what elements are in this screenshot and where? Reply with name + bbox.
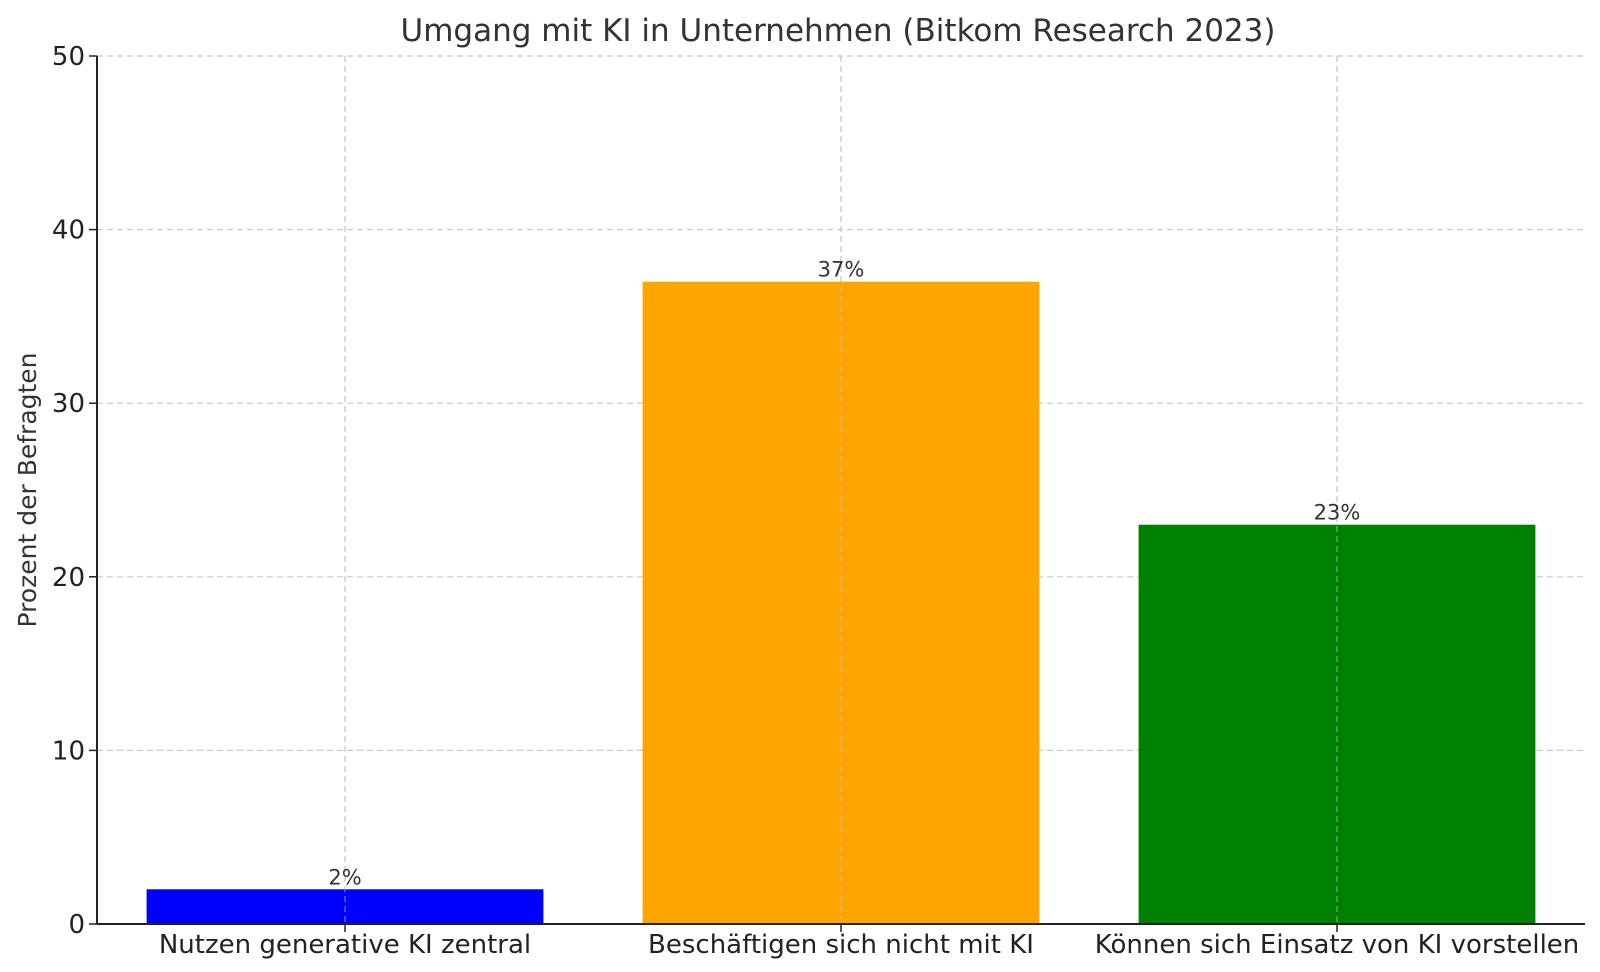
chart-title: Umgang mit KI in Unternehmen (Bitkom Res… <box>401 13 1276 49</box>
bar-data-label: 2% <box>328 865 361 889</box>
x-tick-label: Können sich Einsatz von KI vorstellen <box>1095 930 1580 960</box>
y-tick-label: 30 <box>52 389 85 419</box>
y-tick-label: 10 <box>52 736 85 766</box>
data-labels: 2% 37% 23% <box>328 258 1360 890</box>
axes: 0 10 20 30 40 50 Nutzen generative KI zentral B… <box>52 42 1585 960</box>
x-tick-label: Nutzen generative KI zentral <box>159 930 531 960</box>
bar-data-label: 37% <box>818 258 865 282</box>
bar <box>1138 524 1536 924</box>
bar-data-label: 23% <box>1314 501 1361 525</box>
y-axis-label: Prozent der Befragten <box>13 352 42 627</box>
y-tick-label: 20 <box>52 563 85 593</box>
y-tick-label: 40 <box>52 216 85 246</box>
y-tick-label: 50 <box>52 42 85 72</box>
x-tick-label: Beschäftigen sich nicht mit KI <box>648 930 1034 960</box>
y-tick-label: 0 <box>68 910 85 940</box>
bars <box>146 56 1536 924</box>
